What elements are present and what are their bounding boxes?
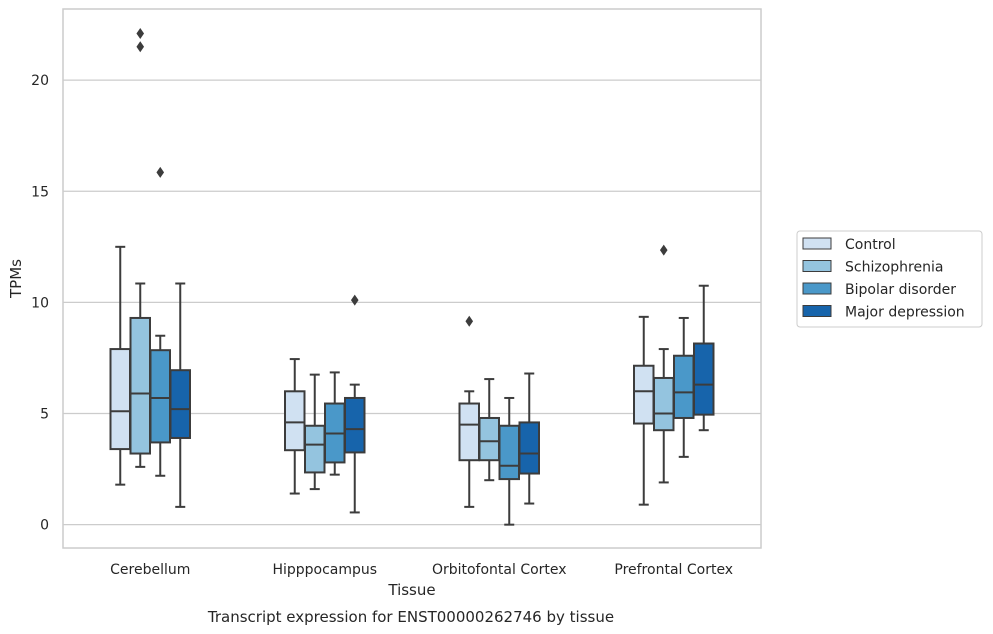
box-4-4 — [693, 284, 715, 432]
box-1-4 — [169, 282, 191, 508]
box-iqr — [518, 421, 540, 475]
box-iqr — [653, 376, 675, 432]
legend-swatch — [802, 237, 832, 250]
box-4-2 — [653, 244, 675, 484]
box-iqr — [478, 416, 500, 462]
outlier-point — [465, 315, 474, 327]
box-3-3 — [498, 396, 520, 526]
legend-label: Major depression — [845, 305, 965, 321]
y-tick-label: 0 — [40, 518, 49, 534]
box-4-3 — [673, 316, 695, 458]
y-tick-label: 10 — [31, 295, 49, 311]
box-3-1 — [458, 315, 480, 508]
x-tick-label: Orbitofontal Cortex — [432, 562, 567, 578]
box-iqr — [673, 354, 695, 419]
box-iqr — [633, 364, 655, 425]
legend-swatch — [802, 282, 832, 295]
y-tick-label: 5 — [40, 407, 49, 423]
box-iqr — [109, 348, 131, 451]
legend-item-4: Major depression — [802, 305, 965, 321]
y-axis-label: TPMs — [7, 259, 25, 299]
y-tick-label: 20 — [31, 73, 49, 89]
box-2-4 — [344, 294, 366, 514]
box-1-1 — [109, 245, 131, 486]
box-2-1 — [284, 358, 306, 495]
box-iqr — [693, 342, 715, 416]
x-tick-label: Prefrontal Cortex — [614, 562, 733, 578]
box-series — [109, 27, 715, 526]
y-tick-labels: 0 5 10 15 20 — [31, 73, 49, 534]
x-tick-label: Cerebellum — [110, 562, 190, 578]
box-iqr — [169, 369, 191, 439]
box-2-2 — [304, 373, 326, 491]
box-iqr — [458, 402, 480, 462]
outlier-point — [156, 166, 165, 178]
legend-swatch — [802, 305, 832, 317]
outlier-point — [350, 294, 359, 306]
legend-item-3: Bipolar disorder — [802, 282, 956, 298]
legend-label: Control — [845, 237, 896, 253]
legend-item-1: Control — [802, 237, 896, 253]
x-tick-labels: Cerebellum Hipppocampus Orbitofontal Corte… — [110, 562, 733, 578]
legend-item-2: Schizophrenia — [802, 260, 943, 276]
box-3-2 — [478, 378, 500, 482]
x-tick-label: Hipppocampus — [272, 562, 377, 578]
box-iqr — [344, 396, 366, 454]
legend-label: Bipolar disorder — [845, 282, 956, 298]
box-1-3 — [149, 166, 171, 477]
box-iqr — [149, 349, 171, 444]
box-iqr — [498, 424, 520, 481]
legend: Control Schizophrenia Bipolar disorder Majo… — [796, 230, 983, 328]
outlier-point — [659, 244, 668, 256]
box-iqr — [304, 424, 326, 474]
box-2-3 — [324, 371, 346, 476]
plot-area-frame — [62, 8, 762, 549]
outlier-point — [136, 41, 145, 53]
box-iqr — [284, 390, 306, 452]
legend-frame — [796, 230, 983, 328]
box-4-1 — [633, 315, 655, 506]
box-1-2 — [129, 27, 151, 468]
y-tick-label: 15 — [31, 184, 49, 200]
legend-swatch — [802, 260, 832, 272]
legend-label: Schizophrenia — [845, 260, 943, 276]
chart-title: Transcript expression for ENST0000026274… — [207, 608, 614, 626]
grid-lines — [63, 79, 761, 526]
box-3-4 — [518, 372, 540, 505]
outlier-point — [136, 27, 145, 39]
x-axis-label: Tissue — [387, 581, 435, 599]
box-iqr — [129, 316, 151, 455]
